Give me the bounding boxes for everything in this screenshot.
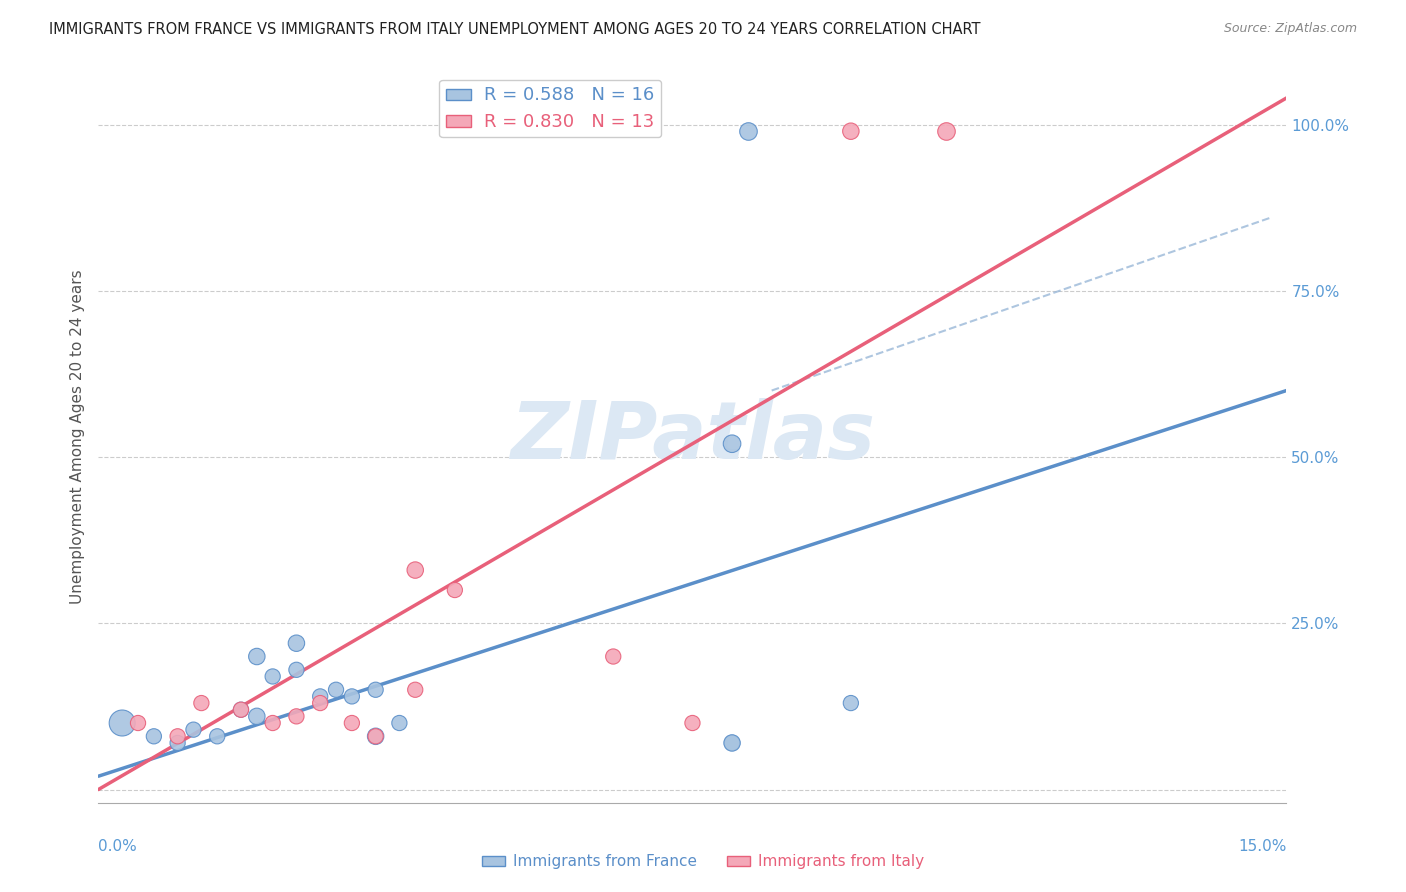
Point — [340, 690, 363, 704]
Point — [309, 696, 332, 710]
Point — [229, 703, 252, 717]
Point — [262, 669, 284, 683]
Point — [721, 736, 744, 750]
Text: 15.0%: 15.0% — [1239, 839, 1286, 855]
Text: IMMIGRANTS FROM FRANCE VS IMMIGRANTS FROM ITALY UNEMPLOYMENT AMONG AGES 20 TO 24: IMMIGRANTS FROM FRANCE VS IMMIGRANTS FRO… — [49, 22, 981, 37]
Point — [388, 716, 411, 731]
Point — [285, 636, 308, 650]
Point — [364, 729, 387, 743]
Point — [142, 729, 165, 743]
Point — [246, 709, 269, 723]
Point — [444, 582, 467, 597]
Point — [364, 682, 387, 697]
Point — [839, 696, 862, 710]
Point — [285, 709, 308, 723]
Point — [309, 690, 332, 704]
Point — [737, 124, 759, 138]
Point — [364, 729, 387, 743]
Point — [682, 716, 704, 731]
Point — [721, 736, 744, 750]
Point — [602, 649, 624, 664]
Point — [340, 716, 363, 731]
Point — [111, 716, 134, 731]
Text: 0.0%: 0.0% — [98, 839, 138, 855]
Point — [183, 723, 205, 737]
Point — [262, 716, 284, 731]
Point — [285, 663, 308, 677]
Point — [404, 682, 426, 697]
Y-axis label: Unemployment Among Ages 20 to 24 years: Unemployment Among Ages 20 to 24 years — [69, 269, 84, 605]
Point — [404, 563, 426, 577]
Legend: Immigrants from France, Immigrants from Italy: Immigrants from France, Immigrants from … — [477, 848, 929, 875]
Point — [127, 716, 149, 731]
Point — [839, 124, 862, 138]
Point — [246, 649, 269, 664]
Point — [166, 729, 188, 743]
Point — [721, 436, 744, 450]
Point — [166, 736, 188, 750]
Text: ZIPatlas: ZIPatlas — [510, 398, 875, 476]
Legend: R = 0.588   N = 16, R = 0.830   N = 13: R = 0.588 N = 16, R = 0.830 N = 13 — [440, 79, 661, 137]
Point — [207, 729, 229, 743]
Point — [935, 124, 957, 138]
Point — [229, 703, 252, 717]
Point — [325, 682, 347, 697]
Text: Source: ZipAtlas.com: Source: ZipAtlas.com — [1223, 22, 1357, 36]
Point — [190, 696, 212, 710]
